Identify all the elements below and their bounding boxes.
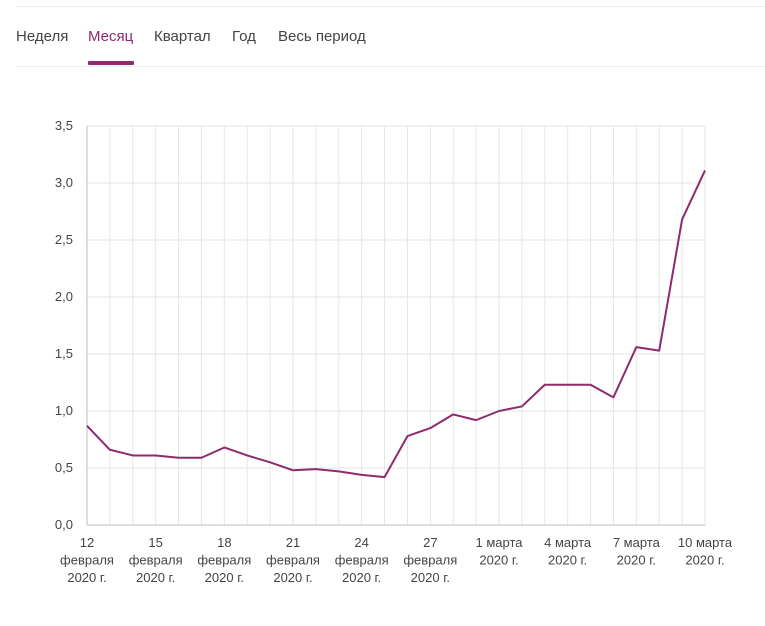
x-tick-label-line: 12 <box>80 535 94 550</box>
x-tick-label-line: 2020 г. <box>479 553 518 568</box>
tab-quarter[interactable]: Квартал <box>154 28 211 45</box>
x-tick-label: 24 февраля 2020 г. <box>335 535 389 585</box>
x-tick-label-line: 2020 г. <box>273 570 312 585</box>
y-tick-label: 1,0 <box>55 403 73 418</box>
x-tick-label-line: февраля <box>197 553 251 568</box>
x-tick-label-line: 2020 г. <box>411 570 450 585</box>
y-tick-label: 0,5 <box>55 460 73 475</box>
tab-month[interactable]: Месяц <box>88 28 134 45</box>
x-tick-label-line: 7 марта <box>613 535 661 550</box>
x-tick-label-line: 4 марта <box>544 535 592 550</box>
x-tick-label: 10 марта 2020 г. <box>678 535 733 568</box>
x-tick-label-line: февраля <box>129 553 183 568</box>
x-tick-label: 27 февраля 2020 г. <box>403 535 457 585</box>
tab-week[interactable]: Неделя <box>16 28 69 45</box>
x-tick-label: 1 марта 2020 г. <box>476 535 524 568</box>
x-tick-label-line: 21 <box>286 535 300 550</box>
y-tick-label: 2,5 <box>55 232 73 247</box>
x-tick-label: 21 февраля 2020 г. <box>266 535 320 585</box>
top-divider <box>16 6 765 7</box>
x-tick-label-line: 27 <box>423 535 437 550</box>
x-tick-label-line: 2020 г. <box>685 553 724 568</box>
x-tick-label-line: 1 марта <box>476 535 524 550</box>
x-tick-label-line: февраля <box>60 553 114 568</box>
x-tick-label-line: 18 <box>217 535 231 550</box>
x-tick-label-line: 2020 г. <box>205 570 244 585</box>
y-tick-label: 3,0 <box>55 175 73 190</box>
tab-month-underline <box>88 61 134 65</box>
y-tick-label: 3,5 <box>55 118 73 133</box>
series-line <box>86 170 706 479</box>
tab-year[interactable]: Год <box>232 28 256 45</box>
x-tick-label-line: февраля <box>335 553 389 568</box>
x-tick-label-line: 2020 г. <box>342 570 381 585</box>
y-tick-label: 2,0 <box>55 289 73 304</box>
x-tick-label: 4 марта 2020 г. <box>544 535 592 568</box>
x-tick-label: 7 марта 2020 г. <box>613 535 661 568</box>
x-tick-label-line: 24 <box>354 535 368 550</box>
tab-all-time[interactable]: Весь период <box>278 28 366 45</box>
x-tick-label-line: февраля <box>403 553 457 568</box>
x-tick-label-line: 2020 г. <box>617 553 656 568</box>
x-tick-label-line: 15 <box>148 535 162 550</box>
period-tabs: Неделя Месяц Квартал Год Весь период <box>16 0 765 67</box>
x-tick-label-line: февраля <box>266 553 320 568</box>
y-tick-label: 1,5 <box>55 346 73 361</box>
x-tick-label-line: 2020 г. <box>67 570 106 585</box>
x-tick-label-line: 2020 г. <box>548 553 587 568</box>
x-tick-label: 18 февраля 2020 г. <box>197 535 251 585</box>
x-tick-label-line: 10 марта <box>678 535 733 550</box>
y-tick-label: 0,0 <box>55 517 73 532</box>
x-tick-label-line: 2020 г. <box>136 570 175 585</box>
x-tick-label: 12 февраля 2020 г. <box>60 535 114 585</box>
x-tick-label: 15 февраля 2020 г. <box>129 535 183 585</box>
